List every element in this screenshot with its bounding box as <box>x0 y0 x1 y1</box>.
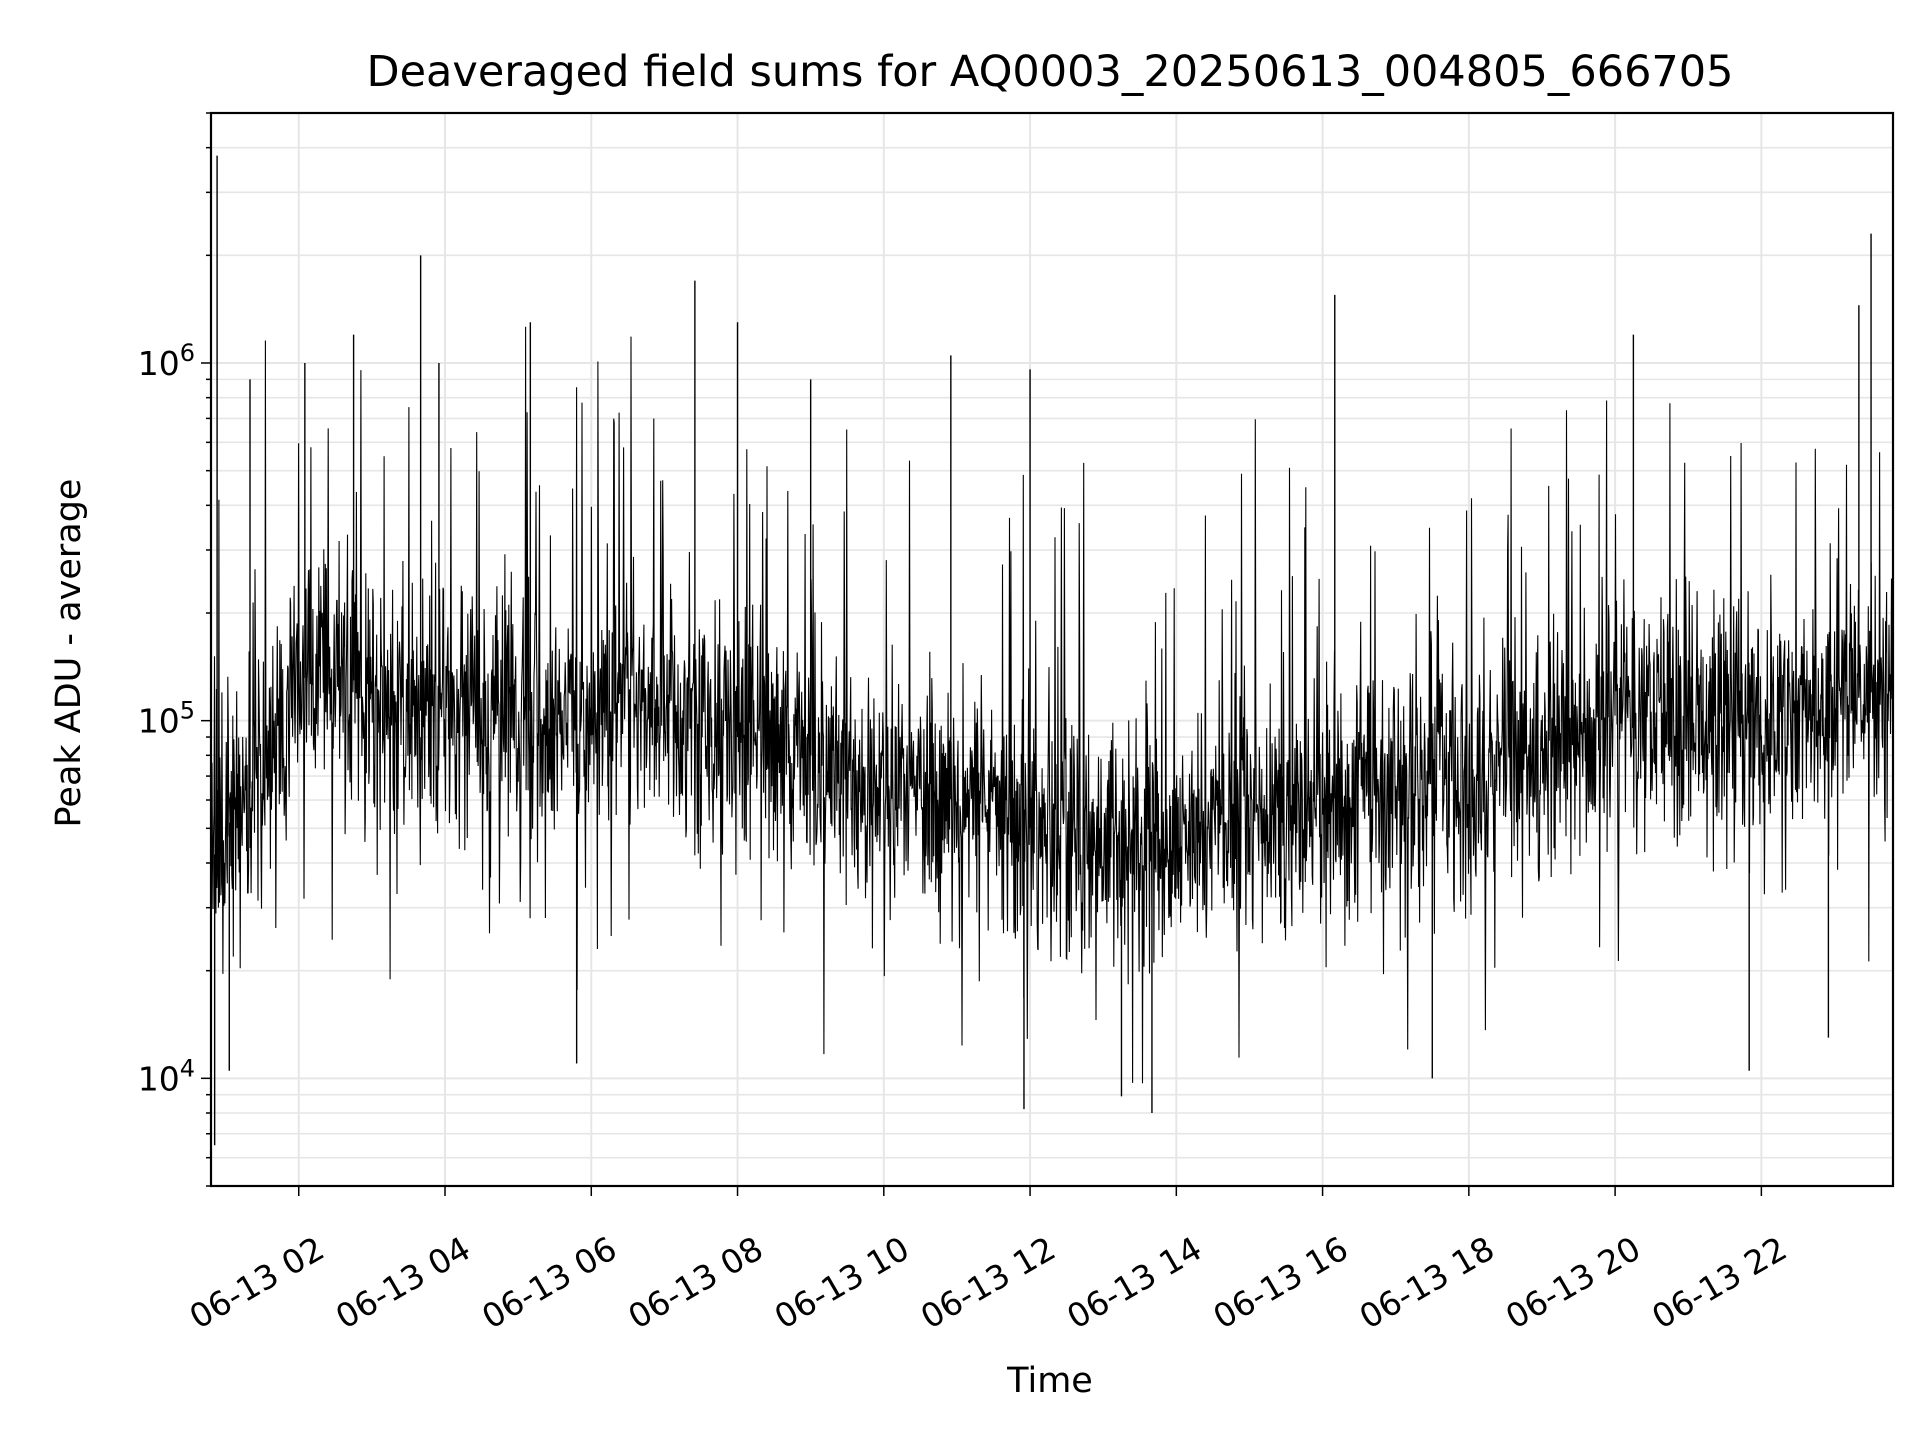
x-axis-label: Time <box>1006 1361 1093 1401</box>
chart-title: Deaveraged field sums for AQ0003_2025061… <box>366 47 1733 97</box>
plot-frame <box>209 111 1895 1188</box>
series-line <box>210 326 1894 1084</box>
y-tick-label: 106 <box>138 339 195 383</box>
y-axis-label: Peak ADU - average <box>49 479 89 828</box>
y-tick-label: 104 <box>138 1054 195 1098</box>
y-axis: 104 105 106 <box>138 112 211 1187</box>
y-tick-label: 105 <box>138 697 195 741</box>
data-series <box>210 155 1894 1146</box>
